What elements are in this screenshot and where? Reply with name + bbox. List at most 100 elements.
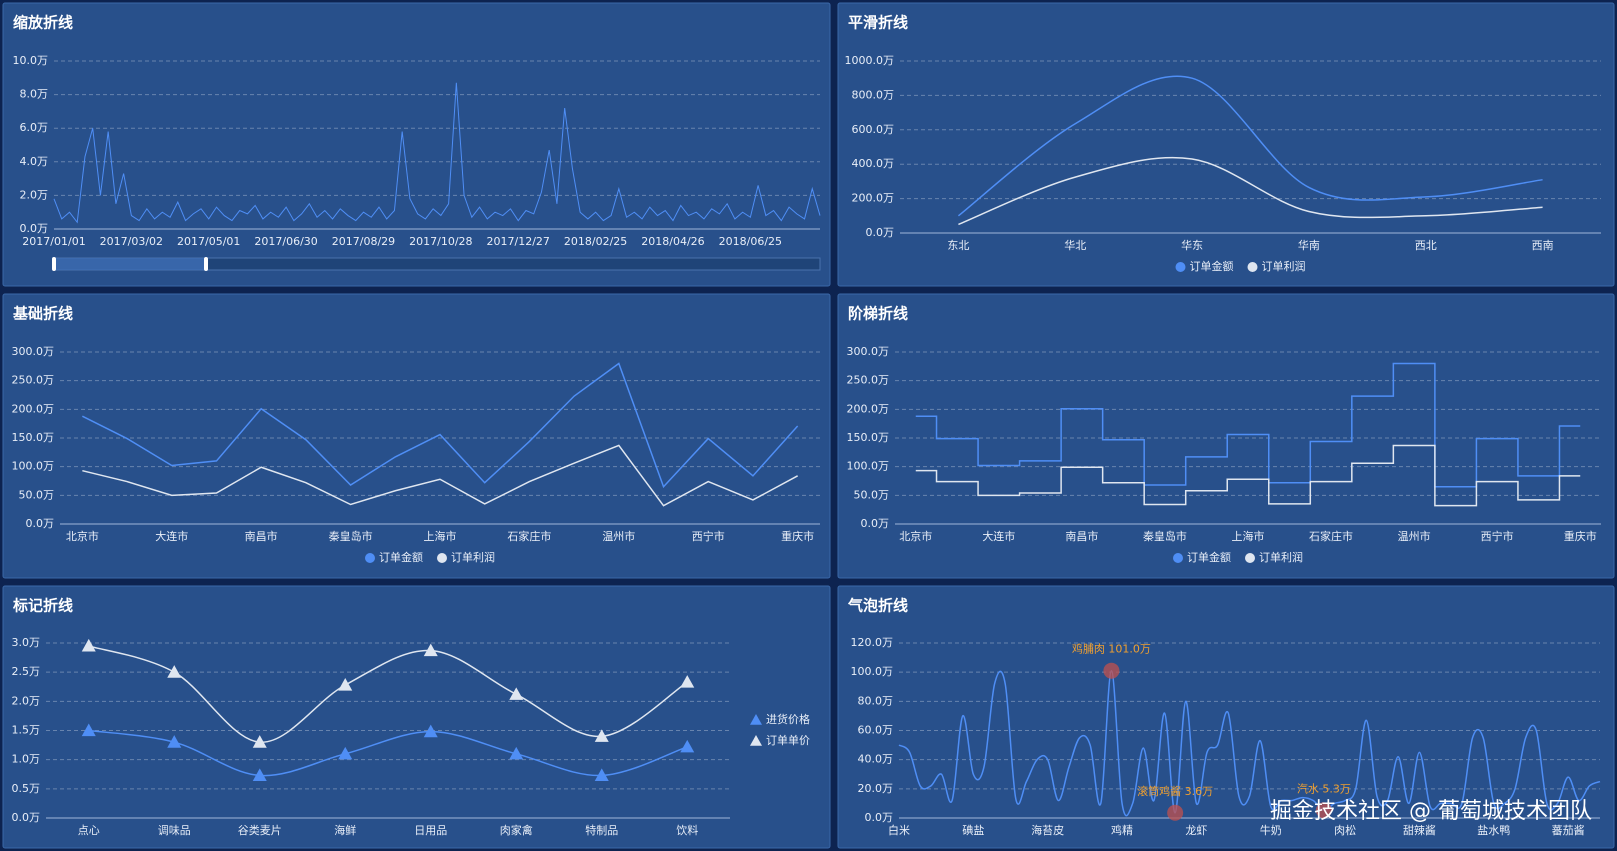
- y-tick-label: 0.0万: [865, 811, 894, 824]
- x-tick-label: 2017/10/28: [409, 235, 472, 248]
- x-tick-label: 秦皇岛市: [1143, 529, 1187, 543]
- x-tick-label: 华北: [1064, 238, 1086, 252]
- marker: [594, 729, 609, 742]
- legend-icon: [1175, 262, 1186, 272]
- x-tick-label: 日用品: [414, 824, 447, 837]
- zoom-handle[interactable]: [52, 257, 56, 271]
- x-tick-label: 秦皇岛市: [329, 529, 373, 543]
- mark-point: [1315, 802, 1332, 819]
- y-tick-label: 300.0万: [847, 345, 890, 358]
- x-tick-label: 2017/05/01: [177, 235, 240, 248]
- legend-label: 订单利润: [1262, 259, 1306, 273]
- mark-label: 汽水 5.3万: [1297, 781, 1351, 795]
- y-tick-label: 0.0万: [20, 222, 49, 235]
- x-tick-label: 肉松: [1334, 823, 1356, 837]
- y-tick-label: 0.0万: [12, 811, 41, 824]
- y-tick-label: 100.0万: [851, 665, 894, 678]
- panel-title: 基础折线: [12, 305, 73, 323]
- y-tick-label: 80.0万: [858, 694, 894, 707]
- x-tick-label: 2017/06/30: [254, 235, 317, 248]
- marker: [167, 665, 182, 678]
- legend-label: 订单金额: [379, 550, 423, 564]
- x-tick-label: 华东: [1181, 238, 1203, 252]
- legend-icon: [365, 553, 375, 563]
- x-tick-label: 西北: [1415, 239, 1437, 252]
- zoom-handle[interactable]: [204, 257, 208, 271]
- y-tick-label: 50.0万: [854, 488, 890, 501]
- legend-label: 进货价格: [766, 712, 810, 726]
- x-tick-label: 西宁市: [692, 529, 725, 543]
- x-tick-label: 调味品: [158, 824, 191, 837]
- y-tick-label: 200.0万: [12, 402, 55, 415]
- x-tick-label: 北京市: [899, 529, 932, 543]
- panel-title: 缩放折线: [13, 14, 73, 32]
- legend-icon: [437, 553, 447, 563]
- y-tick-label: 60.0万: [858, 724, 894, 737]
- legend-label: 订单利润: [1259, 550, 1303, 564]
- marker: [338, 746, 353, 760]
- panel-title: 平滑折线: [848, 14, 908, 32]
- legend-icon: [1173, 553, 1183, 563]
- marker: [509, 746, 524, 760]
- panel: [837, 585, 1615, 849]
- marker: [81, 638, 96, 652]
- x-tick-label: 鸡精: [1111, 823, 1133, 837]
- x-tick-label: 南昌市: [1065, 529, 1098, 543]
- y-tick-label: 2.5万: [12, 665, 41, 678]
- marker: [167, 735, 182, 748]
- y-tick-label: 20.0万: [858, 782, 894, 795]
- x-tick-label: 大连市: [155, 529, 188, 543]
- x-tick-label: 华南: [1298, 238, 1320, 252]
- marker: [509, 687, 524, 700]
- y-tick-label: 0.5万: [12, 782, 41, 795]
- series-line: [88, 645, 688, 743]
- marker: [680, 739, 695, 753]
- y-tick-label: 600.0万: [852, 123, 895, 136]
- x-tick-label: 盐水鸭: [1477, 824, 1510, 837]
- y-tick-label: 0.0万: [866, 226, 895, 239]
- legend-icon: [750, 735, 762, 746]
- x-tick-label: 石家庄市: [1309, 529, 1353, 543]
- x-tick-label: 重庆市: [781, 529, 814, 543]
- y-tick-label: 100.0万: [847, 460, 890, 473]
- marker: [423, 643, 438, 657]
- x-tick-label: 海苔皮: [1031, 823, 1064, 837]
- series-line: [88, 729, 688, 777]
- y-tick-label: 150.0万: [12, 431, 55, 444]
- x-tick-label: 温州市: [602, 529, 635, 543]
- legend-label: 订单利润: [451, 550, 495, 564]
- marker: [81, 723, 96, 737]
- x-tick-label: 龙虾: [1185, 824, 1207, 837]
- x-tick-label: 白米: [888, 823, 910, 837]
- panel: [2, 585, 831, 849]
- panel: [2, 2, 831, 287]
- legend-icon: [1245, 553, 1255, 563]
- x-tick-label: 上海市: [424, 529, 457, 543]
- marker: [680, 675, 695, 688]
- y-tick-label: 800.0万: [852, 88, 895, 101]
- legend-label: 订单金额: [1190, 259, 1234, 273]
- x-tick-label: 海鲜: [334, 823, 356, 837]
- legend-icon: [750, 714, 762, 725]
- y-tick-label: 200.0万: [847, 402, 890, 415]
- x-tick-label: 谷类麦片: [238, 823, 282, 837]
- y-tick-label: 300.0万: [12, 345, 55, 358]
- x-tick-label: 特制品: [585, 823, 618, 837]
- mark-label: 滚筒鸡酱 3.6万: [1137, 784, 1213, 798]
- y-tick-label: 0.0万: [861, 517, 890, 530]
- zoom-window: [54, 258, 206, 270]
- series-line: [957, 75, 1543, 217]
- y-tick-label: 0.0万: [26, 517, 55, 530]
- x-tick-label: 石家庄市: [507, 529, 551, 543]
- marker: [338, 678, 353, 691]
- series-line: [915, 444, 1581, 507]
- y-tick-label: 10.0万: [13, 54, 49, 67]
- legend-icon: [1247, 262, 1258, 272]
- mark-point: [1167, 804, 1184, 821]
- y-tick-label: 40.0万: [858, 753, 894, 766]
- x-tick-label: 饮料: [676, 823, 698, 837]
- panel: [2, 293, 831, 579]
- x-tick-label: 碘盐: [962, 824, 984, 837]
- y-tick-label: 150.0万: [847, 431, 890, 444]
